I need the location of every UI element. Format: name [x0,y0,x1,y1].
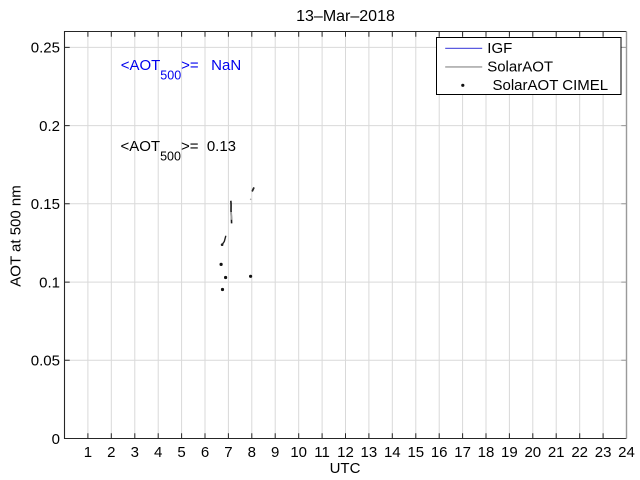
svg-text:IGF: IGF [487,40,512,57]
svg-text:0.1: 0.1 [39,274,60,291]
svg-text:24: 24 [618,444,635,461]
svg-text:SolarAOT: SolarAOT [487,58,553,75]
svg-text:13–Mar–2018: 13–Mar–2018 [296,8,395,25]
svg-text:0.25: 0.25 [31,40,60,57]
svg-text:17: 17 [454,444,471,461]
svg-text:0.2: 0.2 [39,118,60,135]
svg-text:UTC: UTC [330,460,361,477]
svg-text:16: 16 [431,444,448,461]
svg-text:14: 14 [384,444,401,461]
svg-text:4: 4 [154,444,162,461]
svg-text:AOT at 500 nm: AOT at 500 nm [8,185,25,286]
svg-text:6: 6 [201,444,209,461]
svg-text:9: 9 [271,444,279,461]
svg-text:23: 23 [595,444,612,461]
svg-text:15: 15 [407,444,424,461]
svg-text:18: 18 [478,444,495,461]
svg-text:11: 11 [314,444,330,461]
svg-text:0.05: 0.05 [31,353,60,370]
svg-text:20: 20 [524,444,541,461]
svg-text:22: 22 [571,444,588,461]
svg-text:13: 13 [361,444,378,461]
svg-text:SolarAOT CIMEL: SolarAOT CIMEL [493,77,609,94]
svg-text:7: 7 [224,444,232,461]
svg-text:21: 21 [548,444,565,461]
svg-text:0: 0 [52,431,60,448]
svg-text:8: 8 [248,444,256,461]
svg-text:1: 1 [84,444,92,461]
svg-text:12: 12 [337,444,354,461]
svg-text:10: 10 [290,444,307,461]
svg-text:2: 2 [107,444,115,461]
svg-text:5: 5 [177,444,185,461]
svg-text:0.15: 0.15 [31,196,60,213]
svg-text:19: 19 [501,444,518,461]
svg-text:3: 3 [131,444,139,461]
